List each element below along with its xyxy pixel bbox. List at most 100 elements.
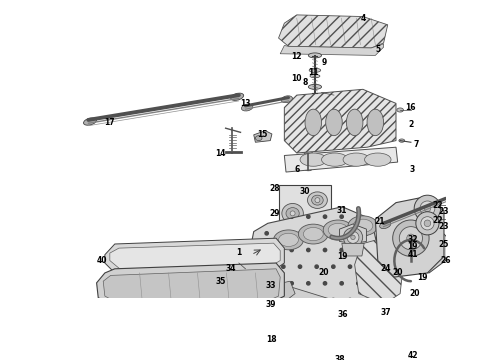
Ellipse shape: [380, 221, 391, 229]
Polygon shape: [278, 15, 388, 48]
Text: 12: 12: [292, 52, 302, 61]
Ellipse shape: [433, 216, 441, 222]
Ellipse shape: [351, 235, 355, 240]
Ellipse shape: [281, 96, 293, 103]
Text: 18: 18: [267, 334, 277, 343]
Ellipse shape: [308, 53, 321, 58]
Ellipse shape: [347, 336, 370, 359]
Ellipse shape: [255, 136, 262, 141]
Polygon shape: [340, 224, 367, 243]
Text: 3: 3: [410, 165, 415, 174]
Text: 41: 41: [407, 250, 418, 259]
Text: 11: 11: [308, 68, 318, 77]
Text: 19: 19: [337, 252, 347, 261]
Ellipse shape: [406, 229, 436, 259]
Text: 14: 14: [216, 149, 226, 158]
Text: 5: 5: [375, 45, 380, 54]
Ellipse shape: [273, 230, 303, 250]
Text: 19: 19: [407, 242, 418, 251]
Ellipse shape: [294, 330, 308, 340]
Ellipse shape: [343, 228, 363, 247]
Ellipse shape: [323, 220, 353, 240]
Ellipse shape: [337, 319, 364, 335]
Ellipse shape: [421, 217, 434, 230]
Polygon shape: [103, 269, 280, 303]
Polygon shape: [391, 231, 417, 250]
Polygon shape: [346, 304, 392, 341]
Ellipse shape: [346, 109, 363, 136]
Text: 33: 33: [265, 281, 275, 290]
Text: 8: 8: [302, 78, 308, 87]
Ellipse shape: [388, 310, 409, 332]
Ellipse shape: [431, 202, 439, 208]
Ellipse shape: [290, 211, 295, 216]
Ellipse shape: [286, 208, 299, 219]
Text: 7: 7: [414, 140, 419, 149]
Text: 28: 28: [269, 184, 280, 193]
Ellipse shape: [403, 344, 412, 351]
Polygon shape: [284, 89, 396, 153]
Ellipse shape: [357, 310, 382, 335]
Ellipse shape: [242, 104, 253, 111]
Ellipse shape: [305, 109, 321, 136]
Ellipse shape: [318, 326, 333, 336]
Text: 39: 39: [265, 300, 275, 309]
Ellipse shape: [298, 224, 328, 244]
Ellipse shape: [309, 68, 321, 72]
Text: 21: 21: [374, 217, 385, 226]
Ellipse shape: [392, 315, 404, 327]
Ellipse shape: [363, 316, 376, 329]
Ellipse shape: [367, 109, 384, 136]
Ellipse shape: [343, 153, 369, 166]
Ellipse shape: [282, 203, 303, 223]
FancyBboxPatch shape: [279, 185, 331, 224]
Text: 32: 32: [407, 235, 418, 244]
Ellipse shape: [397, 108, 403, 112]
Text: 20: 20: [392, 269, 403, 278]
Polygon shape: [284, 147, 398, 172]
Ellipse shape: [353, 219, 373, 233]
Ellipse shape: [392, 220, 429, 256]
Polygon shape: [355, 236, 404, 304]
Text: 22: 22: [432, 216, 442, 225]
Ellipse shape: [402, 304, 410, 311]
Text: 38: 38: [335, 355, 345, 360]
Polygon shape: [105, 238, 284, 273]
Polygon shape: [254, 131, 272, 142]
Ellipse shape: [328, 223, 348, 237]
Polygon shape: [245, 273, 384, 331]
Ellipse shape: [304, 151, 313, 155]
Text: 19: 19: [417, 273, 428, 282]
Polygon shape: [276, 306, 384, 356]
Polygon shape: [393, 250, 416, 262]
Text: 36: 36: [338, 310, 348, 319]
Text: 35: 35: [216, 277, 226, 286]
Text: 1: 1: [236, 248, 242, 257]
Text: 15: 15: [257, 130, 267, 139]
Text: 13: 13: [240, 99, 251, 108]
Ellipse shape: [414, 195, 441, 222]
Text: 20: 20: [410, 289, 420, 298]
Ellipse shape: [424, 205, 431, 212]
Ellipse shape: [326, 109, 342, 136]
Ellipse shape: [312, 195, 323, 205]
Ellipse shape: [420, 201, 435, 216]
Ellipse shape: [424, 220, 431, 227]
Ellipse shape: [399, 227, 422, 250]
Polygon shape: [265, 281, 295, 302]
Text: 23: 23: [439, 207, 449, 216]
Ellipse shape: [341, 329, 377, 360]
Text: 25: 25: [439, 240, 449, 249]
Ellipse shape: [305, 168, 312, 171]
Text: 2: 2: [408, 120, 414, 129]
Ellipse shape: [402, 242, 407, 246]
Text: 26: 26: [441, 256, 451, 265]
Text: 30: 30: [300, 188, 310, 197]
Ellipse shape: [416, 212, 439, 235]
Ellipse shape: [278, 233, 298, 247]
Text: 6: 6: [294, 165, 299, 174]
Text: 22: 22: [432, 201, 442, 210]
Ellipse shape: [308, 84, 321, 89]
Polygon shape: [375, 197, 444, 277]
Ellipse shape: [315, 198, 320, 203]
